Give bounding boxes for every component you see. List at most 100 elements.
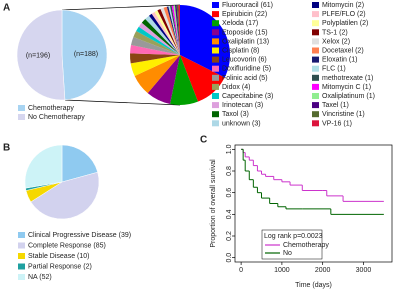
legend-value: (22) bbox=[255, 11, 267, 18]
legend-value: (39) bbox=[119, 232, 131, 239]
legend-value: (1) bbox=[337, 66, 346, 73]
pie-slice bbox=[171, 5, 180, 56]
pie-slice bbox=[24, 144, 63, 189]
zoom-line bbox=[64, 99, 181, 106]
legend-swatch bbox=[212, 47, 219, 54]
legend-name: PLFE/FLO bbox=[322, 11, 356, 18]
legend-swatch bbox=[212, 2, 219, 8]
legend-entry: PLFE/FLO (2) bbox=[322, 11, 366, 18]
pie-slice bbox=[166, 6, 180, 55]
legend-value: (85) bbox=[93, 242, 105, 249]
legend-name: Fluorouracil bbox=[222, 2, 259, 9]
x-tick-label: 1000 bbox=[274, 267, 290, 274]
legend-value: (1) bbox=[366, 93, 375, 100]
legend-name: Chemotherapy bbox=[28, 105, 74, 112]
legend-entry: Vincristine (1) bbox=[322, 111, 365, 118]
legend-entry: Didox (4) bbox=[222, 84, 250, 91]
y-axis-label: Proportion of overall survival bbox=[210, 159, 217, 248]
legend-value: (3) bbox=[265, 93, 274, 100]
legend-entry: Epirubicin (22) bbox=[222, 11, 267, 18]
legend-swatch bbox=[212, 120, 219, 127]
annotation: Log rank p=0.0023 bbox=[264, 233, 323, 240]
pie-slice bbox=[130, 55, 180, 77]
legend-value: (1) bbox=[343, 120, 352, 127]
legend-value: (1) bbox=[365, 75, 374, 82]
legend-value: (15) bbox=[255, 29, 267, 36]
legend-swatch bbox=[312, 38, 319, 45]
legend-swatch bbox=[18, 253, 25, 259]
pie-slice bbox=[173, 5, 180, 55]
legend-name: Didox bbox=[222, 84, 240, 91]
legend-name: Vincristine bbox=[322, 111, 354, 118]
pie-slice bbox=[138, 22, 180, 56]
legend-value: (13) bbox=[257, 38, 269, 45]
legend-swatch bbox=[212, 29, 219, 36]
legend-name: NA bbox=[28, 274, 38, 281]
legend-swatch bbox=[18, 263, 25, 270]
legend-swatch bbox=[212, 11, 219, 18]
y-tick-label: 0.2 bbox=[226, 231, 233, 241]
legend-swatch bbox=[312, 93, 319, 99]
legend-entry: Capecitabine (3) bbox=[222, 93, 273, 100]
legend-value: (17) bbox=[246, 20, 258, 27]
legend-entry: Fluorouracil (61) bbox=[222, 2, 273, 9]
legend-value: (1) bbox=[340, 102, 349, 109]
legend-swatch bbox=[212, 38, 219, 45]
legend-swatch bbox=[212, 56, 219, 63]
legend-swatch bbox=[312, 74, 319, 81]
pie-slice bbox=[170, 5, 180, 55]
legend-name: Complete Response bbox=[28, 242, 92, 249]
pie-slice bbox=[130, 45, 180, 55]
legend-value: (2) bbox=[339, 29, 348, 36]
panel-label: C bbox=[200, 135, 207, 146]
pie-slice bbox=[149, 13, 180, 55]
legend-entry: Cisplatin (8) bbox=[222, 47, 259, 54]
legend-value: (8) bbox=[251, 47, 260, 54]
zoom-line bbox=[61, 4, 181, 11]
panel-label: A bbox=[3, 3, 10, 14]
pie-slice bbox=[176, 5, 180, 55]
slice-label: (n=188) bbox=[74, 51, 98, 58]
legend-value: (52) bbox=[39, 274, 51, 281]
legend-value: (2) bbox=[83, 263, 92, 270]
legend-name: Mitomycin bbox=[322, 2, 354, 9]
legend-swatch bbox=[312, 83, 319, 90]
legend-name: unknown bbox=[222, 120, 250, 127]
legend-entry: methotrexate (1) bbox=[322, 75, 373, 82]
pie-slice bbox=[157, 8, 180, 55]
legend-swatch bbox=[312, 2, 319, 8]
legend-value: (6) bbox=[258, 56, 267, 63]
plot-frame bbox=[234, 144, 393, 263]
legend-swatch bbox=[212, 65, 219, 72]
legend-entry: Eloxatin (1) bbox=[322, 56, 357, 63]
legend-value: (3) bbox=[255, 102, 264, 109]
legend-entry: VP-16 (1) bbox=[322, 120, 352, 127]
legend-name: Folinic acid bbox=[222, 75, 257, 82]
pie-slice bbox=[151, 11, 180, 56]
legend-entry: Xelox (2) bbox=[322, 38, 350, 45]
legend-value: (2) bbox=[357, 11, 366, 18]
legend-name: Capecitabine bbox=[222, 93, 263, 100]
legend-entry: Chemotherapy bbox=[283, 242, 329, 249]
legend-value: (3) bbox=[240, 111, 249, 118]
legend-value: (3) bbox=[252, 120, 261, 127]
pie-slice bbox=[147, 55, 180, 104]
legend-value: (10) bbox=[77, 253, 89, 260]
x-tick-label: 2000 bbox=[315, 267, 331, 274]
pie-slice bbox=[180, 55, 225, 102]
y-tick-label: 0.6 bbox=[226, 188, 233, 198]
legend-name: Leucovorin bbox=[222, 56, 256, 63]
legend-name: No Chemotherapy bbox=[28, 114, 85, 121]
legend-entry: TS-1 (2) bbox=[322, 29, 348, 36]
legend-entry: Oxaliplatin (13) bbox=[222, 38, 269, 45]
legend-entry: Taxel (1) bbox=[322, 102, 349, 109]
legend-entry: No bbox=[283, 250, 292, 257]
legend-swatch bbox=[18, 274, 25, 280]
pie-slice bbox=[30, 171, 100, 220]
legend-swatch bbox=[312, 111, 319, 118]
legend-entry: Etoposide (15) bbox=[222, 29, 268, 36]
legend-swatch bbox=[312, 20, 319, 27]
legend-value: (2) bbox=[355, 47, 364, 54]
pie-slice bbox=[154, 10, 180, 55]
